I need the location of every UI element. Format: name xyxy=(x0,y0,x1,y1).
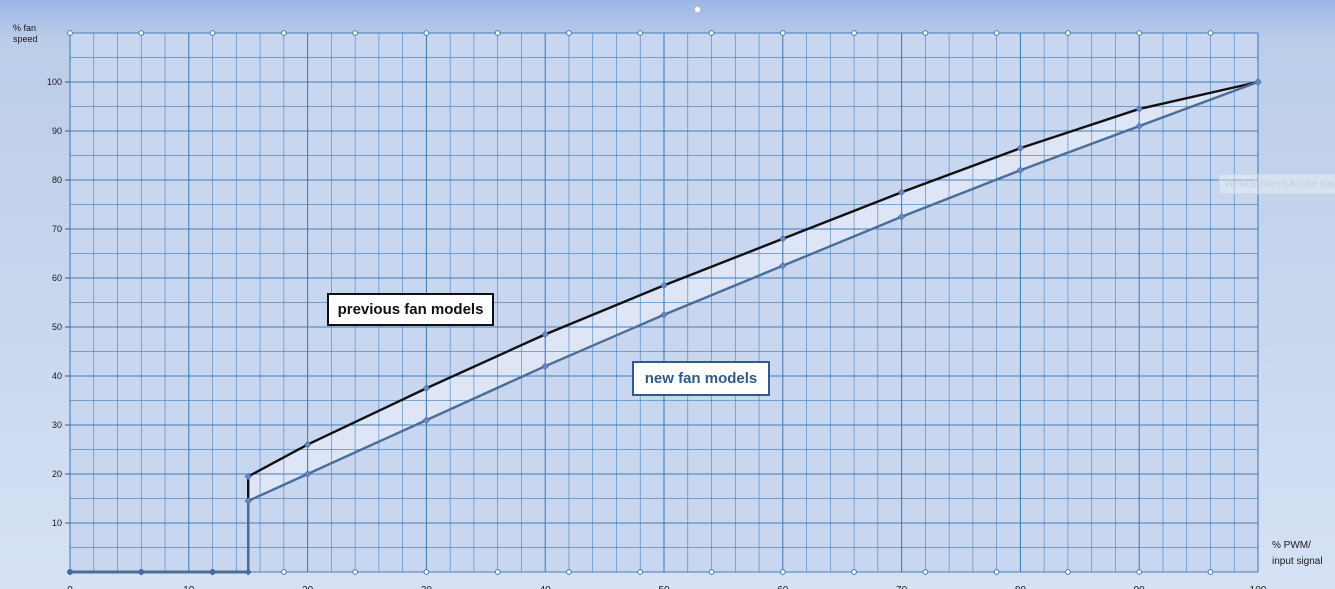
edge-marker xyxy=(993,569,1000,575)
edge-marker xyxy=(352,30,359,36)
x-tick-label: 20 xyxy=(302,585,314,589)
y-tick-label: 20 xyxy=(52,469,62,479)
edge-marker xyxy=(1065,30,1071,36)
edge-marker xyxy=(494,30,501,36)
x-tick-label: 40 xyxy=(540,585,552,589)
x-tick-label: 90 xyxy=(1134,585,1146,589)
series-line-new xyxy=(70,80,1259,574)
edge-marker xyxy=(566,569,572,575)
edge-marker xyxy=(209,30,216,36)
edge-marker xyxy=(851,30,857,36)
edge-marker xyxy=(922,30,929,36)
callout-new-fan-models[interactable]: new fan models xyxy=(632,361,770,396)
point-previous xyxy=(1016,144,1025,152)
point-previous xyxy=(244,472,252,481)
y-tick-label: 90 xyxy=(52,126,62,136)
edge-marker xyxy=(280,569,287,575)
y-tick-label: 60 xyxy=(52,273,62,283)
edge-marker xyxy=(851,569,857,575)
edge-marker xyxy=(1136,30,1143,36)
edge-marker xyxy=(922,569,929,575)
edge-marker xyxy=(1065,569,1071,575)
x-tick-label: 10 xyxy=(183,585,195,589)
edge-marker xyxy=(423,30,430,36)
edge-marker xyxy=(1136,569,1143,575)
series-line-previous xyxy=(70,80,1259,574)
point-new xyxy=(1254,78,1262,86)
point-previous xyxy=(660,281,668,290)
edge-marker xyxy=(637,30,644,36)
y-axis-title-text: % fan speed xyxy=(13,23,38,44)
x-tick-label: 60 xyxy=(777,585,789,589)
edge-marker xyxy=(779,30,786,36)
point-previous xyxy=(1135,105,1143,113)
x-tick-label: 100 xyxy=(1250,585,1267,589)
point-new xyxy=(897,213,906,221)
baseline-point xyxy=(66,568,74,576)
edge-marker xyxy=(1207,30,1214,36)
y-tick-label: 70 xyxy=(52,224,62,234)
gridline-tooltip: Vertikal (Wert) Achse Hauptgitternetz xyxy=(1219,174,1335,194)
edge-marker xyxy=(566,30,572,36)
point-new xyxy=(1016,166,1025,174)
point-previous xyxy=(422,384,431,392)
x-tick-label: 80 xyxy=(1015,585,1027,589)
x-axis-title-text: % PWM/ input signal xyxy=(1272,540,1323,567)
edge-marker xyxy=(993,30,1000,36)
point-new xyxy=(779,262,787,270)
baseline-point xyxy=(244,568,252,576)
point-new xyxy=(541,362,549,370)
edge-marker xyxy=(280,30,287,36)
baseline-point xyxy=(137,568,145,576)
point-previous xyxy=(541,330,549,339)
y-tick-label: 10 xyxy=(52,518,62,528)
edge-marker xyxy=(494,569,501,575)
edge-marker xyxy=(708,569,715,575)
edge-marker xyxy=(423,569,430,575)
x-axis-title: % PWM/ input signal xyxy=(1272,538,1323,570)
x-tick-label: 70 xyxy=(896,585,908,589)
callout-previous-fan-models[interactable]: previous fan models xyxy=(327,293,494,326)
gridline-tooltip-text: Vertikal (Wert) Achse Hauptgitternetz xyxy=(1224,179,1335,190)
x-tick-label: 50 xyxy=(658,585,670,589)
y-tick-label: 100 xyxy=(47,77,62,87)
point-new xyxy=(244,497,252,505)
x-tick-label: 30 xyxy=(421,585,433,589)
edge-marker xyxy=(138,30,145,36)
y-tick-label: 80 xyxy=(52,175,62,185)
edge-marker xyxy=(708,30,715,36)
edge-marker xyxy=(67,30,73,36)
y-tick-label: 50 xyxy=(52,322,62,332)
y-axis-title: % fan speed xyxy=(13,23,38,45)
x-tick-label: 0 xyxy=(67,585,73,589)
callout-new-label: new fan models xyxy=(644,370,758,387)
callout-previous-label: previous fan models xyxy=(337,301,484,318)
edge-marker xyxy=(779,569,786,575)
point-previous xyxy=(779,235,787,243)
resize-handle-icon[interactable] xyxy=(694,6,701,13)
y-tick-label: 30 xyxy=(52,420,62,430)
point-previous xyxy=(303,440,312,449)
edge-marker xyxy=(637,569,644,575)
point-new xyxy=(422,416,431,424)
point-new xyxy=(303,470,312,478)
edge-marker xyxy=(1207,569,1214,575)
point-new xyxy=(1135,122,1143,130)
y-tick-label: 40 xyxy=(52,371,62,381)
point-previous xyxy=(897,188,906,196)
point-new xyxy=(660,311,668,319)
edge-marker xyxy=(352,569,359,575)
baseline-point xyxy=(209,568,216,576)
